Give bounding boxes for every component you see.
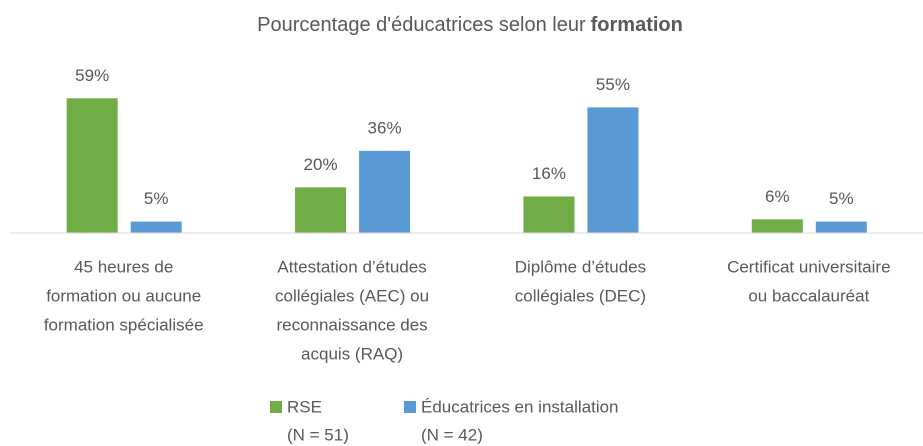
title-part: Pourcentage d'éducatrices selon leur bbox=[257, 14, 586, 36]
data-label: 5% bbox=[829, 189, 854, 208]
bar bbox=[295, 187, 347, 233]
legend-label: Éducatrices en installation bbox=[421, 397, 619, 416]
x-tick-label: Attestation d’études bbox=[277, 257, 426, 276]
x-tick-label: formation spécialisée bbox=[44, 315, 204, 334]
data-label: 55% bbox=[596, 75, 630, 94]
data-label: 20% bbox=[304, 155, 338, 174]
x-tick-label: reconnaissance des bbox=[276, 315, 427, 334]
bar bbox=[359, 150, 411, 233]
data-label: 59% bbox=[75, 66, 109, 85]
legend-sublabel: (N = 51) bbox=[287, 425, 349, 444]
bar bbox=[587, 107, 639, 233]
bar bbox=[523, 196, 575, 233]
legend-swatch bbox=[270, 401, 282, 413]
legend-sublabel: (N = 42) bbox=[421, 425, 483, 444]
chart-title: Pourcentage d'éducatrices selon leur form… bbox=[257, 14, 683, 36]
title-bold-part: formation bbox=[591, 14, 683, 36]
x-tick-label: 45 heures de bbox=[74, 257, 173, 276]
data-label: 16% bbox=[532, 164, 566, 183]
x-tick-label: Diplôme d’études bbox=[515, 257, 646, 276]
bar bbox=[130, 221, 182, 233]
data-label: 6% bbox=[765, 187, 790, 206]
x-tick-label: formation ou aucune bbox=[46, 286, 201, 305]
bar bbox=[815, 221, 867, 233]
legend-swatch bbox=[404, 401, 416, 413]
x-tick-label: Certificat universitaire bbox=[727, 257, 890, 276]
x-tick-label: collégiales (DEC) bbox=[515, 286, 646, 305]
data-label: 5% bbox=[144, 189, 169, 208]
x-tick-label: collégiales (AEC) ou bbox=[275, 286, 429, 305]
data-label: 36% bbox=[368, 118, 402, 137]
x-tick-label: ou baccalauréat bbox=[748, 286, 869, 305]
bar bbox=[751, 219, 803, 233]
legend-label: RSE bbox=[287, 397, 322, 416]
x-tick-label: acquis (RAQ) bbox=[301, 344, 403, 363]
bar bbox=[66, 98, 118, 234]
